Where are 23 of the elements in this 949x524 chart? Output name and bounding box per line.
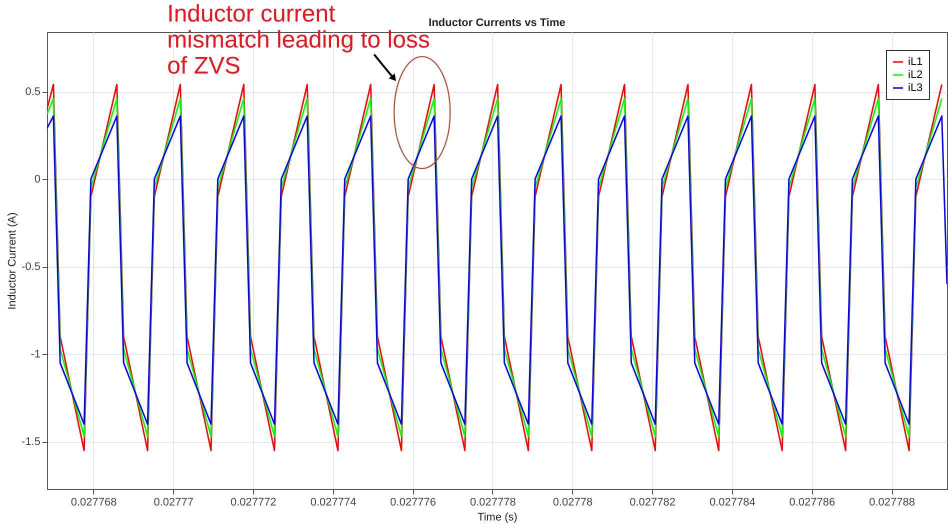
chart-title: Inductor Currents vs Time [428, 17, 566, 29]
y-tick-label: -0.5 [22, 261, 40, 274]
x-tick-label: 0.027782 [630, 496, 676, 508]
x-tick-label: 0.02778 [552, 496, 593, 508]
x-tick-label: 0.027778 [470, 496, 516, 508]
x-tick-label: 0.02777 [154, 496, 194, 508]
x-tick-label: 0.027784 [709, 496, 756, 508]
y-tick-label: -1.5 [22, 436, 40, 448]
x-tick-label: 0.027772 [230, 496, 276, 508]
x-tick-label: 0.027788 [869, 496, 915, 508]
x-tick-label: 0.027774 [310, 496, 356, 508]
legend-label: iL2 [908, 69, 923, 81]
y-tick-label: -1 [30, 348, 40, 361]
y-tick-label: 0 [34, 174, 40, 186]
x-tick-label: 0.027776 [390, 496, 436, 508]
legend-label: iL1 [908, 56, 923, 68]
y-axis-title: Inductor Current (A) [6, 212, 19, 310]
y-tick-label: 0.5 [25, 86, 40, 98]
annotation: Inductor current mismatch leading to loss of ZVS [167, 0, 430, 80]
x-tick-label: 0.027768 [70, 496, 117, 508]
legend-label: iL3 [908, 82, 923, 94]
x-tick-label: 0.027786 [789, 496, 836, 508]
x-axis-title: Time (s) [478, 512, 518, 524]
